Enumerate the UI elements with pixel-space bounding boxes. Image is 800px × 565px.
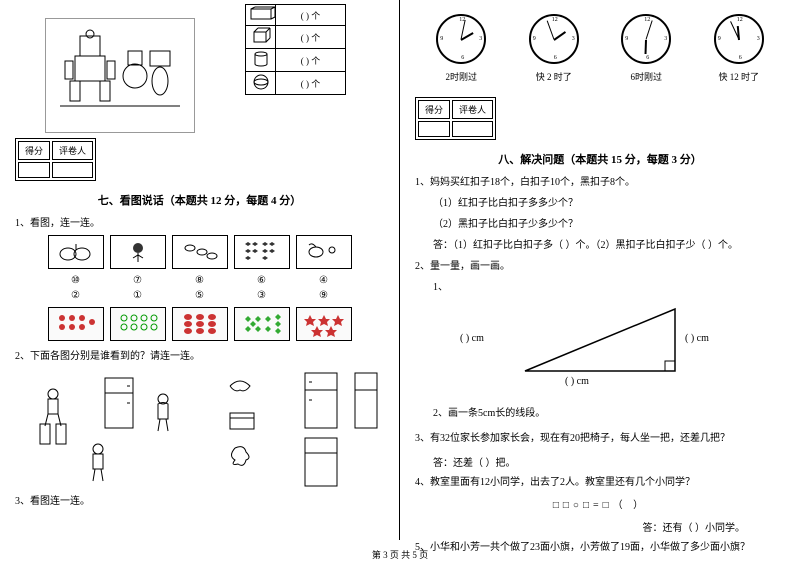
q7-2: 2、下面各图分别是谁看到的？请连一连。 <box>15 347 384 362</box>
q8-4: 4、教室里面有12小同学，出去了2人。教室里还有几个小同学？ <box>415 473 785 488</box>
robot-shapes-image <box>45 18 195 133</box>
score-label: 得分 <box>418 100 450 119</box>
q8-2-1: 1、 <box>433 278 785 293</box>
clock-1: 12369 <box>436 14 486 64</box>
shape-count-table: ( ) 个 ( ) 个 ( ) 个 ( ) 个 <box>245 4 346 95</box>
q8-3: 3、有32位家长参加家长会，现在有20把椅子，每人坐一把，还差几把？ <box>415 429 785 444</box>
shape-count-4: ( ) 个 <box>276 72 346 95</box>
q8-3-ans: 答：还差（ ）把。 <box>433 454 785 469</box>
section-7-title: 七、看图说话（本题共 12 分，每题 4 分） <box>15 192 384 208</box>
clock-3: 12369 <box>621 14 671 64</box>
match-row-top <box>15 235 384 269</box>
score-box-7: 得分评卷人 <box>15 138 96 181</box>
q7-1: 1、看图，连一连。 <box>15 214 384 229</box>
q7-3: 3、看图连一连。 <box>15 492 384 507</box>
match-row-bottom <box>15 307 384 341</box>
q8-1-ans: 答：（1）红扣子比白扣子多（ ）个。（2）黑扣子比白扣子少（ ）个。 <box>433 236 785 251</box>
score-label: 得分 <box>18 141 50 160</box>
page-footer: 第 3 页 共 5 页 <box>0 548 800 561</box>
shape-count-1: ( ) 个 <box>276 5 346 26</box>
triangle-measure: ( ) cm ( ) cm ( ) cm <box>475 301 785 396</box>
q8-1: 1、妈妈买红扣子18个，白扣子10个，黑扣子8个。 <box>415 173 785 188</box>
q8-2-2: 2、画一条5cm长的线段。 <box>433 404 785 419</box>
clock-2: 12369 <box>529 14 579 64</box>
clock-4: 12369 <box>714 14 764 64</box>
shape-count-3: ( ) 个 <box>276 49 346 72</box>
score-box-8: 得分评卷人 <box>415 97 496 140</box>
q8-2: 2、量一量，画一画。 <box>415 257 785 272</box>
shape-count-2: ( ) 个 <box>276 26 346 49</box>
q8-1-1: （1）红扣子比白扣子多多少个？ <box>433 194 785 209</box>
grader-label: 评卷人 <box>452 100 493 119</box>
viewpoint-diagram <box>15 368 384 488</box>
section-8-title: 八、解决问题（本题共 15 分，每题 3 分） <box>415 151 785 167</box>
q8-4-formula: □□○□=□（ ） <box>415 496 785 511</box>
number-row-2: ② ① ⑤ ③ ⑨ <box>15 290 384 301</box>
grader-label: 评卷人 <box>52 141 93 160</box>
q8-1-2: （2）黑扣子比白扣子少多少个？ <box>433 215 785 230</box>
clocks-row: 123692时刚过 12369快 2 时了 123696时刚过 12369快 1… <box>415 14 785 83</box>
q8-4-ans: 答：还有（ ）小同学。 <box>415 519 785 534</box>
number-row: ⑩ ⑦ ⑧ ⑥ ④ <box>15 275 384 286</box>
